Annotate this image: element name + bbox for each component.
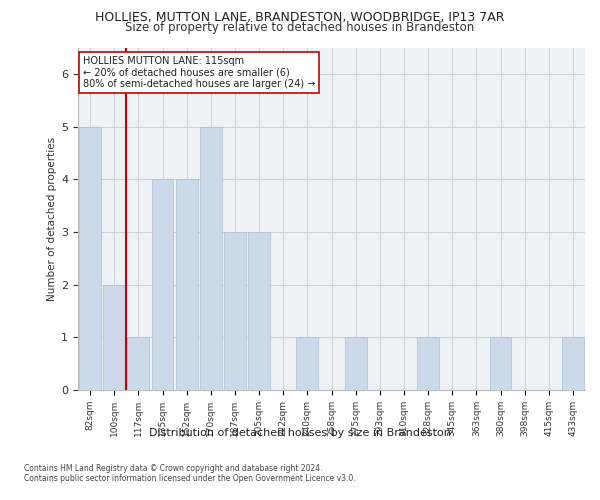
Text: Contains HM Land Registry data © Crown copyright and database right 2024.: Contains HM Land Registry data © Crown c… — [24, 464, 323, 473]
Text: Contains public sector information licensed under the Open Government Licence v3: Contains public sector information licen… — [24, 474, 356, 483]
Text: Distribution of detached houses by size in Brandeston: Distribution of detached houses by size … — [149, 428, 451, 438]
Bar — [103, 284, 125, 390]
Bar — [200, 126, 221, 390]
Bar — [417, 338, 439, 390]
Y-axis label: Number of detached properties: Number of detached properties — [47, 136, 57, 301]
Text: HOLLIES MUTTON LANE: 115sqm
← 20% of detached houses are smaller (6)
80% of semi: HOLLIES MUTTON LANE: 115sqm ← 20% of det… — [83, 56, 316, 90]
Text: Size of property relative to detached houses in Brandeston: Size of property relative to detached ho… — [125, 21, 475, 34]
Bar — [296, 338, 318, 390]
Bar — [127, 338, 149, 390]
Bar — [176, 179, 197, 390]
Bar — [345, 338, 367, 390]
Bar — [562, 338, 584, 390]
Bar — [248, 232, 270, 390]
Bar — [224, 232, 246, 390]
Bar — [152, 179, 173, 390]
Bar — [490, 338, 511, 390]
Bar — [79, 126, 101, 390]
Text: HOLLIES, MUTTON LANE, BRANDESTON, WOODBRIDGE, IP13 7AR: HOLLIES, MUTTON LANE, BRANDESTON, WOODBR… — [95, 11, 505, 24]
